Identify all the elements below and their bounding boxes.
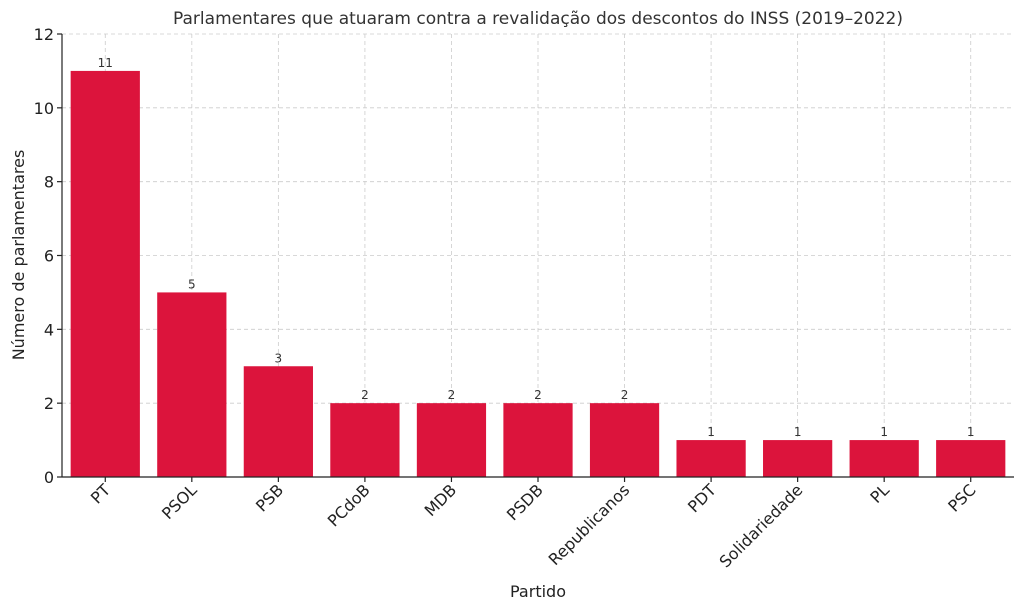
x-tick-label: PSDB	[503, 480, 547, 524]
x-tick-label: Republicanos	[545, 480, 634, 569]
x-tick-label: MDB	[421, 480, 461, 520]
bar-psc	[936, 440, 1006, 477]
bar-psb	[243, 366, 313, 477]
bar-value-label: 2	[621, 388, 629, 402]
bar-value-label: 2	[448, 388, 456, 402]
y-axis-label: Número de parlamentares	[9, 150, 28, 361]
x-axis-label: Partido	[510, 582, 566, 601]
bar-psdb	[503, 403, 573, 477]
y-tick-label: 6	[44, 247, 54, 266]
chart-title: Parlamentares que atuaram contra a reval…	[173, 9, 903, 29]
bar-value-label: 5	[188, 277, 196, 291]
bar-solidariedade	[763, 440, 833, 477]
bar-value-label: 2	[361, 388, 369, 402]
x-tick-label: PDT	[684, 480, 720, 516]
bar-mdb	[416, 403, 487, 477]
x-tick-label: PSC	[944, 480, 979, 515]
y-tick-label: 8	[44, 173, 54, 192]
x-tick-label: PL	[866, 480, 893, 507]
bar-psol	[157, 292, 227, 477]
bar-value-label: 2	[534, 388, 542, 402]
bar-value-label: 1	[794, 425, 802, 439]
x-tick-label: PCdoB	[324, 480, 374, 530]
bar-pcdob	[330, 403, 400, 477]
y-tick-label: 0	[44, 468, 54, 487]
bar-republicanos	[589, 403, 660, 477]
x-tick-label: PSOL	[158, 480, 201, 523]
x-tick-label: PT	[87, 480, 114, 507]
y-tick-label: 2	[44, 394, 54, 413]
y-tick-label: 10	[34, 99, 54, 118]
y-axis-ticks: 0 2 4 6 8 10 12	[34, 25, 62, 487]
y-tick-label: 4	[44, 320, 54, 339]
bar-pt	[70, 70, 140, 478]
bar-pl	[849, 440, 919, 477]
bar-value-label: 3	[275, 351, 283, 365]
bar-value-label: 1	[880, 425, 888, 439]
y-tick-label: 12	[34, 25, 54, 44]
bar-value-label: 11	[98, 56, 113, 70]
grid	[62, 33, 1014, 478]
bar-value-label: 1	[967, 425, 975, 439]
x-tick-label: Solidariedade	[716, 480, 807, 571]
bar-pdt	[676, 440, 746, 477]
bar-value-label: 1	[707, 425, 715, 439]
x-tick-label: PSB	[252, 480, 287, 515]
bars	[70, 70, 1006, 478]
